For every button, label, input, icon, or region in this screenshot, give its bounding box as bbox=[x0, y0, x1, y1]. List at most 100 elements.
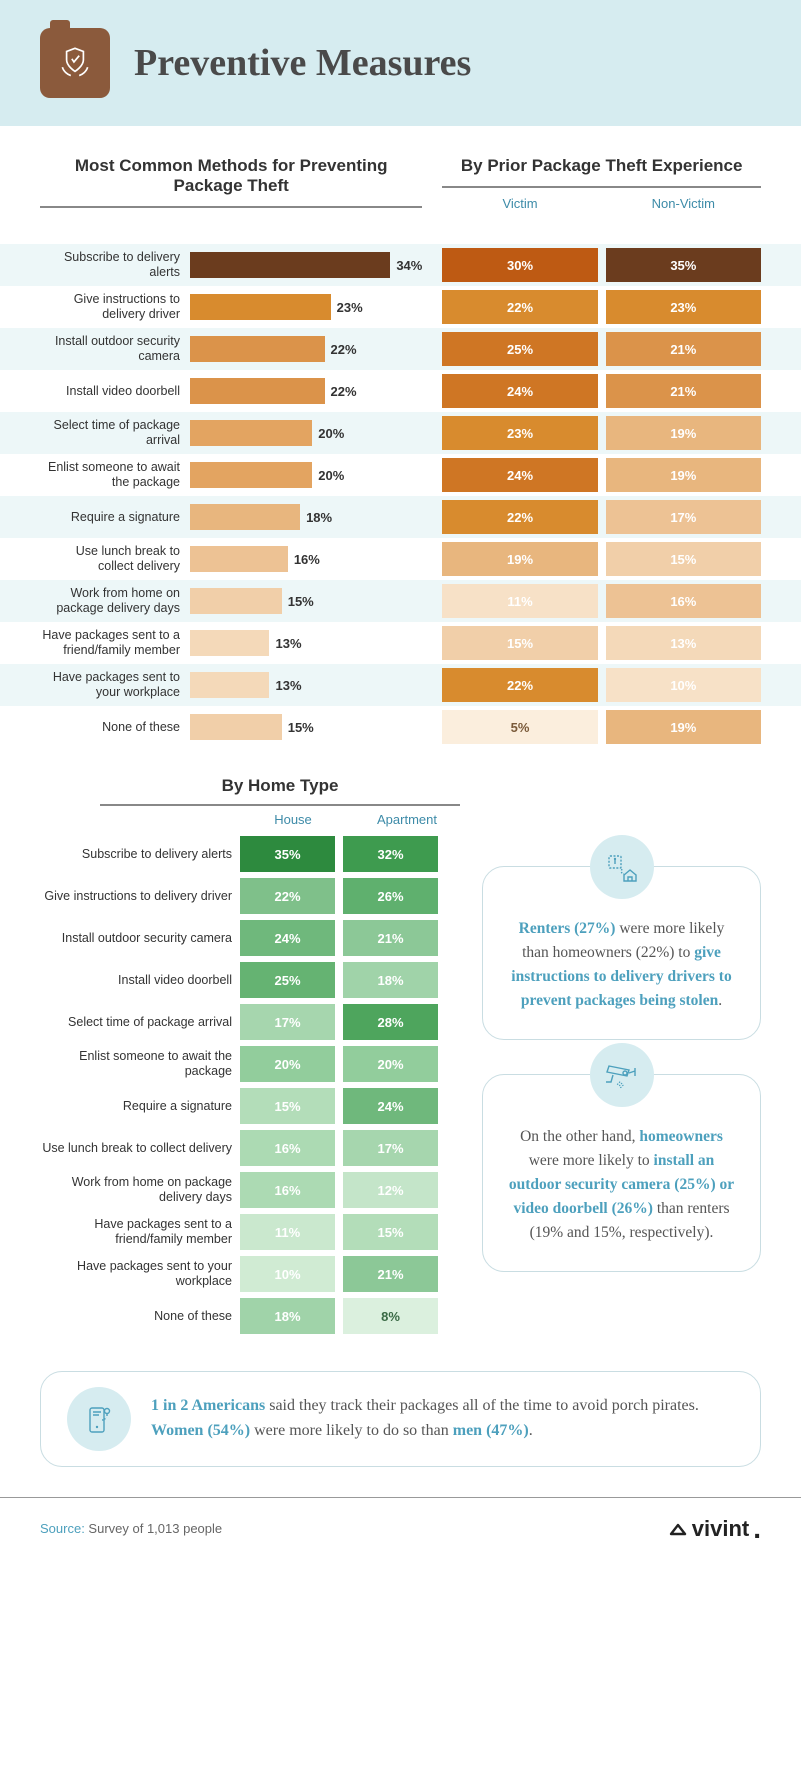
security-camera-icon bbox=[590, 1043, 654, 1107]
hometype-label: Enlist someone to await the package bbox=[40, 1049, 232, 1079]
phone-tracking-icon bbox=[67, 1387, 131, 1451]
section2-title: By Prior Package Theft Experience bbox=[442, 156, 761, 188]
hometype-row: None of these18%8% bbox=[40, 1295, 460, 1337]
data-row: Install video doorbell22%24%21% bbox=[0, 370, 801, 412]
victim-cell: 23% bbox=[442, 416, 597, 450]
data-row: Work from home on package delivery days1… bbox=[0, 580, 801, 622]
hometype-rows: Subscribe to delivery alerts35%32%Give i… bbox=[40, 833, 460, 1337]
hometype-label: None of these bbox=[40, 1309, 232, 1324]
bar-pct: 22% bbox=[331, 342, 357, 357]
victim-cell: 22% bbox=[442, 290, 597, 324]
bar-fill bbox=[190, 252, 390, 278]
header-nonvictim: Non-Victim bbox=[606, 196, 761, 211]
house-cell: 35% bbox=[240, 836, 335, 872]
bar-pct: 13% bbox=[275, 678, 301, 693]
apartment-cell: 20% bbox=[343, 1046, 438, 1082]
victim-cell: 15% bbox=[442, 626, 597, 660]
apartment-cell: 12% bbox=[343, 1172, 438, 1208]
hometype-title: By Home Type bbox=[100, 776, 460, 806]
vivint-logo: vivint. bbox=[668, 1516, 761, 1542]
victim-cell: 22% bbox=[442, 668, 597, 702]
shield-hands-icon bbox=[40, 28, 110, 98]
bar-label: Give instructions to delivery driver bbox=[40, 292, 180, 322]
victim-headers: Victim Non-Victim bbox=[442, 196, 761, 211]
bar-pct: 34% bbox=[396, 258, 422, 273]
hometype-label: Select time of package arrival bbox=[40, 1015, 232, 1030]
hometype-row: Require a signature 15%24% bbox=[40, 1085, 460, 1127]
bar-fill bbox=[190, 630, 269, 656]
bar-pct: 22% bbox=[331, 384, 357, 399]
page-title: Preventive Measures bbox=[134, 41, 471, 85]
bar-label: Install outdoor security camera bbox=[40, 334, 180, 364]
hometype-row: Work from home on package delivery days 1… bbox=[40, 1169, 460, 1211]
hometype-label: Install video doorbell bbox=[40, 973, 232, 988]
hometype-row: Select time of package arrival17%28% bbox=[40, 1001, 460, 1043]
section1-title: Most Common Methods for Preventing Packa… bbox=[40, 156, 422, 208]
house-cell: 15% bbox=[240, 1088, 335, 1124]
apartment-cell: 26% bbox=[343, 878, 438, 914]
hometype-label: Install outdoor security camera bbox=[40, 931, 232, 946]
apartment-cell: 15% bbox=[343, 1214, 438, 1250]
hometype-row: Use lunch break to collect delivery16%17… bbox=[40, 1127, 460, 1169]
logo-text: vivint bbox=[692, 1516, 749, 1542]
bar-fill bbox=[190, 546, 288, 572]
nonvictim-cell: 19% bbox=[606, 710, 761, 744]
data-row: Install outdoor security camera 22% 25% 21% bbox=[0, 328, 801, 370]
callout3-text1: said they track their packages all of th… bbox=[265, 1397, 699, 1414]
data-row: Enlist someone to await the package20%24… bbox=[0, 454, 801, 496]
nonvictim-cell: 16% bbox=[606, 584, 761, 618]
nonvictim-cell: 21% bbox=[606, 332, 761, 366]
bar-fill bbox=[190, 504, 300, 530]
house-cell: 11% bbox=[240, 1214, 335, 1250]
hometype-label: Require a signature bbox=[40, 1099, 232, 1114]
hometype-label: Have packages sent to a friend/family me… bbox=[40, 1217, 232, 1247]
bar-pct: 16% bbox=[294, 552, 320, 567]
nonvictim-cell: 15% bbox=[606, 542, 761, 576]
footer: Source: Survey of 1,013 people vivint. bbox=[0, 1497, 801, 1568]
bar-fill bbox=[190, 714, 282, 740]
hometype-label: Have packages sent to your workplace bbox=[40, 1259, 232, 1289]
callout1-text2: . bbox=[718, 992, 722, 1009]
bar-label: Use lunch break to collect delivery bbox=[40, 544, 180, 574]
victim-cell: 11% bbox=[442, 584, 597, 618]
bar-pct: 13% bbox=[275, 636, 301, 651]
bar-pct: 20% bbox=[318, 426, 344, 441]
bar-label: Select time of package arrival bbox=[40, 418, 180, 448]
bar-pct: 20% bbox=[318, 468, 344, 483]
data-row: Use lunch break to collect delivery16%19… bbox=[0, 538, 801, 580]
bar-label: Have packages sent to a friend/family me… bbox=[40, 628, 180, 658]
nonvictim-cell: 35% bbox=[606, 248, 761, 282]
bar-pct: 15% bbox=[288, 720, 314, 735]
victim-cell: 30% bbox=[442, 248, 597, 282]
nonvictim-cell: 17% bbox=[606, 500, 761, 534]
callout-homeowners: On the other hand, homeowners were more … bbox=[482, 1074, 761, 1272]
victim-cell: 25% bbox=[442, 332, 597, 366]
hometype-label: Subscribe to delivery alerts bbox=[40, 847, 232, 862]
header-apartment: Apartment bbox=[354, 812, 460, 827]
hometype-label: Work from home on package delivery days bbox=[40, 1175, 232, 1205]
bar-label: Enlist someone to await the package bbox=[40, 460, 180, 490]
data-row: Have packages sent to your workplace13%2… bbox=[0, 664, 801, 706]
callout2-bold1: homeowners bbox=[639, 1128, 723, 1145]
data-row: Have packages sent to a friend/family me… bbox=[0, 622, 801, 664]
bar-fill bbox=[190, 588, 282, 614]
victim-cell: 5% bbox=[442, 710, 597, 744]
bar-pct: 15% bbox=[288, 594, 314, 609]
bar-heatmap-rows: Subscribe to delivery alerts34%30%35%Giv… bbox=[40, 244, 761, 748]
nonvictim-cell: 23% bbox=[606, 290, 761, 324]
hometype-label: Give instructions to delivery driver bbox=[40, 889, 232, 904]
victim-cell: 22% bbox=[442, 500, 597, 534]
package-house-icon bbox=[590, 835, 654, 899]
source-text: Survey of 1,013 people bbox=[85, 1521, 222, 1536]
bar-label: Install video doorbell bbox=[40, 384, 180, 399]
data-row: None of these15%5%19% bbox=[0, 706, 801, 748]
hometype-row: Install video doorbell25%18% bbox=[40, 959, 460, 1001]
house-cell: 16% bbox=[240, 1172, 335, 1208]
data-row: Select time of package arrival20%23%19% bbox=[0, 412, 801, 454]
header-band: Preventive Measures bbox=[0, 0, 801, 126]
house-cell: 24% bbox=[240, 920, 335, 956]
apartment-cell: 24% bbox=[343, 1088, 438, 1124]
hometype-row: Have packages sent to a friend/family me… bbox=[40, 1211, 460, 1253]
callout2-text2: were more likely to bbox=[529, 1152, 654, 1169]
bar-label: Require a signature bbox=[40, 510, 180, 525]
